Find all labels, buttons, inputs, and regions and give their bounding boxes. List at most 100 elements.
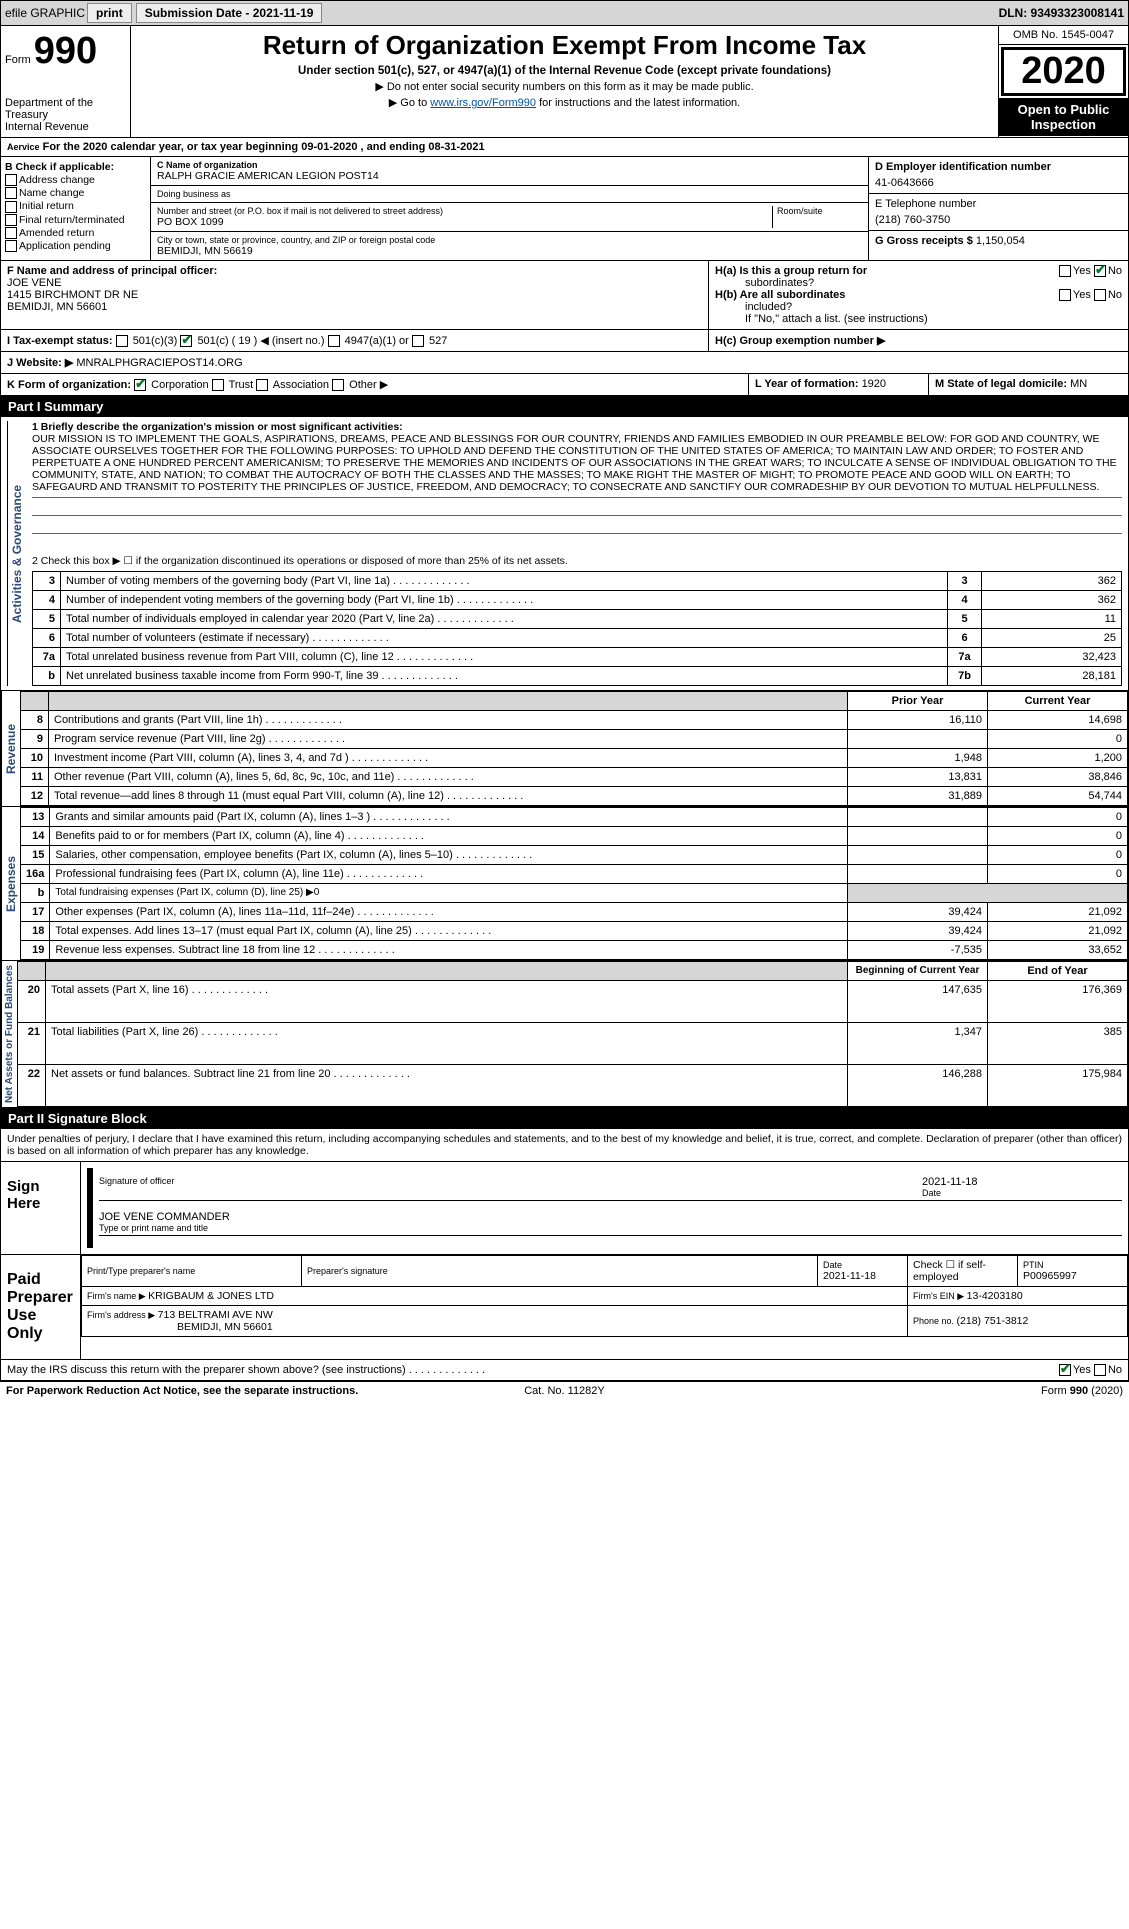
addr-label: Number and street (or P.O. box if mail i…: [157, 206, 772, 216]
boy-header: Beginning of Current Year: [848, 962, 988, 981]
prior-value: 1,948: [848, 749, 988, 768]
row-num: 9: [21, 730, 49, 749]
paid-preparer-label: Paid Preparer Use Only: [1, 1255, 81, 1359]
opt-final-return[interactable]: Final return/terminated: [5, 214, 146, 226]
firm-phone-label: Phone no.: [913, 1316, 957, 1326]
row-value: 25: [982, 629, 1122, 648]
submission-date-button[interactable]: Submission Date - 2021-11-19: [136, 3, 323, 23]
firm-ein-label: Firm's EIN ▶: [913, 1291, 967, 1301]
current-value: 38,846: [988, 768, 1128, 787]
perjury-statement: Under penalties of perjury, I declare th…: [0, 1129, 1129, 1162]
e-label: E Telephone number: [875, 198, 1122, 210]
header-left: Form 990 Department of the Treasury Inte…: [1, 26, 131, 137]
vert-expenses: Expenses: [1, 807, 20, 960]
vert-governance: Activities & Governance: [7, 421, 26, 686]
top-bar: efile GRAPHIC print Submission Date - 20…: [0, 0, 1129, 26]
preparer-table: Print/Type preparer's name Preparer's si…: [81, 1255, 1128, 1337]
discuss-yesno[interactable]: Yes No: [1053, 1360, 1128, 1380]
firm-name-label: Firm's name ▶: [87, 1291, 148, 1301]
ha-label: H(a) Is this a group return for: [715, 265, 867, 277]
paperwork-notice: For Paperwork Reduction Act Notice, see …: [6, 1385, 378, 1397]
right-info: D Employer identification number 41-0643…: [868, 157, 1128, 260]
row-num: 13: [21, 808, 50, 827]
table-row: 3 Number of voting members of the govern…: [33, 572, 1122, 591]
opt-501c[interactable]: [180, 335, 192, 347]
row-num: 14: [21, 827, 50, 846]
row-num: 7a: [33, 648, 61, 667]
tax-year: 2020: [1001, 47, 1126, 96]
prior-year-header: Prior Year: [848, 692, 988, 711]
row-text: Total number of individuals employed in …: [61, 610, 948, 629]
hb-yesno[interactable]: Yes No: [1059, 289, 1122, 313]
opt-name-change[interactable]: Name change: [5, 187, 146, 199]
tax-period: Aervice For the 2020 calendar year, or t…: [0, 138, 1129, 157]
pt-self-employed[interactable]: Check ☐ if self-employed: [908, 1256, 1018, 1287]
row-text: Benefits paid to or for members (Part IX…: [50, 827, 848, 846]
l-label: L Year of formation:: [755, 378, 862, 390]
row-id: 7a: [948, 648, 982, 667]
sig-officer-label: Signature of officer: [99, 1176, 922, 1198]
prior-value: 13,831: [848, 768, 988, 787]
opt-527[interactable]: [412, 335, 424, 347]
opt-association[interactable]: [256, 379, 268, 391]
pt-date-value: 2021-11-18: [823, 1270, 902, 1282]
current-value: 33,652: [988, 941, 1128, 960]
row-num: 3: [33, 572, 61, 591]
table-row: 6 Total number of volunteers (estimate i…: [33, 629, 1122, 648]
table-row: 7a Total unrelated business revenue from…: [33, 648, 1122, 667]
row-num: 20: [18, 981, 46, 1023]
bracket-icon: [87, 1168, 93, 1248]
table-row: 10 Investment income (Part VIII, column …: [21, 749, 1128, 768]
print-button[interactable]: print: [87, 3, 132, 23]
dln-label: DLN: 93493323008141: [999, 6, 1124, 20]
opt-application-pending[interactable]: Application pending: [5, 240, 146, 252]
row-num: 17: [21, 903, 50, 922]
opt-address-change[interactable]: Address change: [5, 174, 146, 186]
row-text: Total expenses. Add lines 13–17 (must eq…: [50, 922, 848, 941]
opt-501c3[interactable]: [116, 335, 128, 347]
section-bcdeg: B Check if applicable: Address change Na…: [0, 157, 1129, 261]
current-value: 21,092: [988, 922, 1128, 941]
table-row: 14 Benefits paid to or for members (Part…: [21, 827, 1128, 846]
table-row: 20 Total assets (Part X, line 16) 147,63…: [18, 981, 1128, 1023]
form-ref: Form 990 (2020): [751, 1385, 1123, 1397]
prior-value: [848, 808, 988, 827]
room-label: Room/suite: [777, 206, 862, 216]
row-num: 6: [33, 629, 61, 648]
opt-trust[interactable]: [212, 379, 224, 391]
opt-amended-return[interactable]: Amended return: [5, 227, 146, 239]
opt-other[interactable]: [332, 379, 344, 391]
website-value: MNRALPHGRACIEPOST14.ORG: [76, 357, 242, 369]
officer-addr: 1415 BIRCHMONT DR NE: [7, 289, 702, 301]
eoy-header: End of Year: [988, 962, 1128, 981]
dept-line: Department of the: [5, 97, 126, 109]
ha-yesno[interactable]: Yes No: [1059, 265, 1122, 289]
f-label: F Name and address of principal officer:: [7, 265, 702, 277]
opt-initial-return[interactable]: Initial return: [5, 200, 146, 212]
current-value: 0: [988, 865, 1128, 884]
netassets-table: Beginning of Current Year End of Year 20…: [17, 961, 1128, 1107]
opt-4947[interactable]: [328, 335, 340, 347]
current-value: 0: [988, 730, 1128, 749]
discuss-row: May the IRS discuss this return with the…: [0, 1360, 1129, 1381]
ij-section: I Tax-exempt status: 501(c)(3) 501(c) ( …: [0, 330, 1129, 352]
city-label: City or town, state or province, country…: [157, 235, 862, 245]
cat-number: Cat. No. 11282Y: [378, 1385, 750, 1397]
dept-line: Treasury: [5, 109, 126, 121]
row-num: b: [33, 667, 61, 686]
blank-line: [32, 515, 1122, 529]
blank-header: [18, 962, 46, 981]
row-text: Contributions and grants (Part VIII, lin…: [49, 711, 848, 730]
typed-name: JOE VENE COMMANDER: [99, 1211, 1122, 1223]
omb-number: OMB No. 1545-0047: [999, 26, 1128, 45]
instructions-link[interactable]: www.irs.gov/Form990: [430, 97, 536, 109]
row-id: 7b: [948, 667, 982, 686]
header-center: Return of Organization Exempt From Incom…: [131, 26, 998, 137]
current-value: 0: [988, 827, 1128, 846]
row-text: Net assets or fund balances. Subtract li…: [46, 1065, 848, 1107]
prior-value: -7,535: [848, 941, 988, 960]
opt-corporation[interactable]: [134, 379, 146, 391]
j-label: J Website: ▶: [7, 357, 73, 369]
q2-text: 2 Check this box ▶ ☐ if the organization…: [32, 555, 1122, 567]
form-title: Return of Organization Exempt From Incom…: [139, 30, 990, 61]
